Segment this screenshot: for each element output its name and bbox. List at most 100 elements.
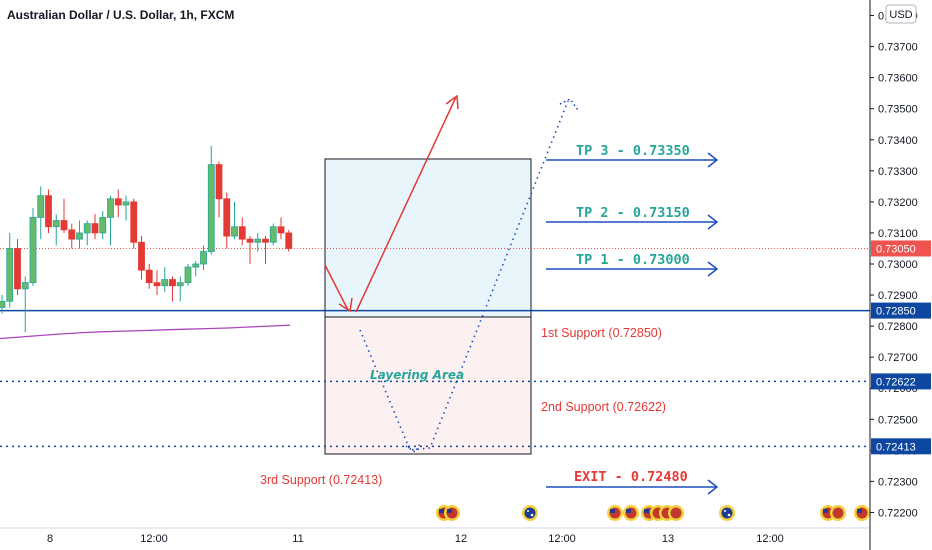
price-axis[interactable]: 0.722000.723000.724000.725000.726000.727… xyxy=(870,11,918,520)
current-price-tag xyxy=(871,240,931,257)
price-tick-label: 0.73400 xyxy=(878,135,918,147)
candle-body xyxy=(192,263,200,268)
exit-arrow[interactable] xyxy=(546,479,719,495)
candle-body xyxy=(68,229,76,240)
support-1-price-tag xyxy=(871,302,931,319)
price-tick-label: 0.72200 xyxy=(878,507,918,519)
red-drop-arrowhead xyxy=(338,297,353,313)
candle-body xyxy=(184,266,192,284)
candle-body xyxy=(0,300,6,308)
tp1-label: TP 1 - 0.73000 xyxy=(576,252,690,268)
blue-dotted-path[interactable] xyxy=(359,100,569,451)
candle-body xyxy=(83,223,91,234)
price-tick-label: 0.72900 xyxy=(878,290,918,302)
candle-body xyxy=(114,198,122,206)
price-tick-label: 0.73200 xyxy=(878,197,918,209)
candle-body xyxy=(223,198,231,237)
us-flag-icon[interactable] xyxy=(607,505,623,521)
time-tick-label: 12:00 xyxy=(548,533,576,545)
price-tick-label: 0.73700 xyxy=(878,42,918,54)
candle-body xyxy=(99,217,107,234)
tp2-arrow[interactable] xyxy=(546,214,719,230)
support-1-price-tag-label: 0.72850 xyxy=(876,306,916,318)
candles xyxy=(0,145,293,333)
us-flag-icon[interactable] xyxy=(444,505,460,521)
time-tick-label: 13 xyxy=(662,533,674,545)
tp3-arrow[interactable] xyxy=(546,152,719,168)
candle-body xyxy=(254,238,262,243)
candle-body xyxy=(145,269,153,284)
candle-body xyxy=(207,164,215,252)
us-flag-icon[interactable] xyxy=(854,505,870,521)
time-tick-label: 12 xyxy=(455,533,467,545)
candle-body xyxy=(169,279,176,287)
candle-body xyxy=(262,238,269,243)
candle-body xyxy=(231,226,238,237)
candle-body xyxy=(161,279,169,287)
target-zone[interactable] xyxy=(324,158,532,318)
candle-body xyxy=(238,226,246,240)
us-flag-icon[interactable] xyxy=(830,505,846,521)
us-flag-icon[interactable] xyxy=(623,505,639,521)
time-tick-label: 8 xyxy=(47,533,53,545)
current-price-tag-label: 0.73050 xyxy=(876,243,916,255)
price-tick-label: 0.73500 xyxy=(878,104,918,116)
candle-body xyxy=(285,232,293,249)
candle-body xyxy=(14,248,21,290)
candle-body xyxy=(29,217,37,284)
tp1-arrow[interactable] xyxy=(546,261,719,277)
candle-body xyxy=(138,241,145,271)
time-tick-label: 11 xyxy=(292,533,303,545)
support-lines xyxy=(0,309,870,448)
support-2-price-tag-label: 0.72622 xyxy=(876,376,916,388)
moving-average-line xyxy=(0,324,291,340)
price-tags: 0.72850 0.72622 0.72413 0.73050 xyxy=(871,240,931,455)
currency-button[interactable]: USD xyxy=(885,4,917,24)
time-axis[interactable]: 8 12:00 11 12 12:00 13 12:00 xyxy=(47,533,784,545)
candle-body xyxy=(52,220,60,228)
exit-label: EXIT - 0.72480 xyxy=(574,469,688,485)
candle-body xyxy=(21,282,29,290)
candle-body xyxy=(45,195,52,228)
layering-area-label: Layering Area xyxy=(370,368,464,382)
au-flag-icon[interactable] xyxy=(719,505,735,521)
support-3-price-tag xyxy=(871,438,931,455)
chart-title: Australian Dollar / U.S. Dollar, 1h, FXC… xyxy=(7,8,234,22)
candle-body xyxy=(277,226,285,234)
price-tick-label: 0.73000 xyxy=(878,259,918,271)
price-tick-label: 0.72700 xyxy=(878,352,918,364)
price-tick-label: 0.73100 xyxy=(878,228,918,240)
price-axis-bg[interactable] xyxy=(870,0,932,550)
layering-zone[interactable] xyxy=(324,316,532,455)
support-2-price-tag xyxy=(871,373,931,390)
price-tick-label: 0.72500 xyxy=(878,414,918,426)
moving-average xyxy=(0,324,291,340)
support1-label: 1st Support (0.72850) xyxy=(541,326,662,340)
price-tick-label: 0.73600 xyxy=(878,73,918,85)
candle-body xyxy=(176,282,184,287)
currency-label: USD xyxy=(889,9,912,21)
candle-body xyxy=(37,195,45,218)
support-3-price-tag-label: 0.72413 xyxy=(876,441,916,453)
tp3-label: TP 3 - 0.73350 xyxy=(576,143,690,159)
price-tick-label: 0.72800 xyxy=(878,321,918,333)
candle-body xyxy=(107,198,114,218)
au-flag-icon[interactable] xyxy=(522,505,538,521)
price-tick-label: 0.73300 xyxy=(878,166,918,178)
economic-events[interactable] xyxy=(436,505,870,521)
candle-body xyxy=(91,223,99,234)
candle-body xyxy=(6,248,14,302)
candle-body xyxy=(200,251,207,265)
red-rise-line[interactable] xyxy=(355,96,457,313)
tp2-label: TP 2 - 0.73150 xyxy=(576,205,690,221)
red-rise-arrowhead xyxy=(445,94,459,110)
blue-dotted-top-arrowhead xyxy=(559,97,579,111)
red-drop-line[interactable] xyxy=(324,264,349,311)
candle-body xyxy=(60,220,68,231)
us-flag-icon[interactable] xyxy=(668,505,684,521)
candle-body xyxy=(130,201,138,243)
time-tick-label: 12:00 xyxy=(756,533,784,545)
candle-body xyxy=(269,226,277,243)
